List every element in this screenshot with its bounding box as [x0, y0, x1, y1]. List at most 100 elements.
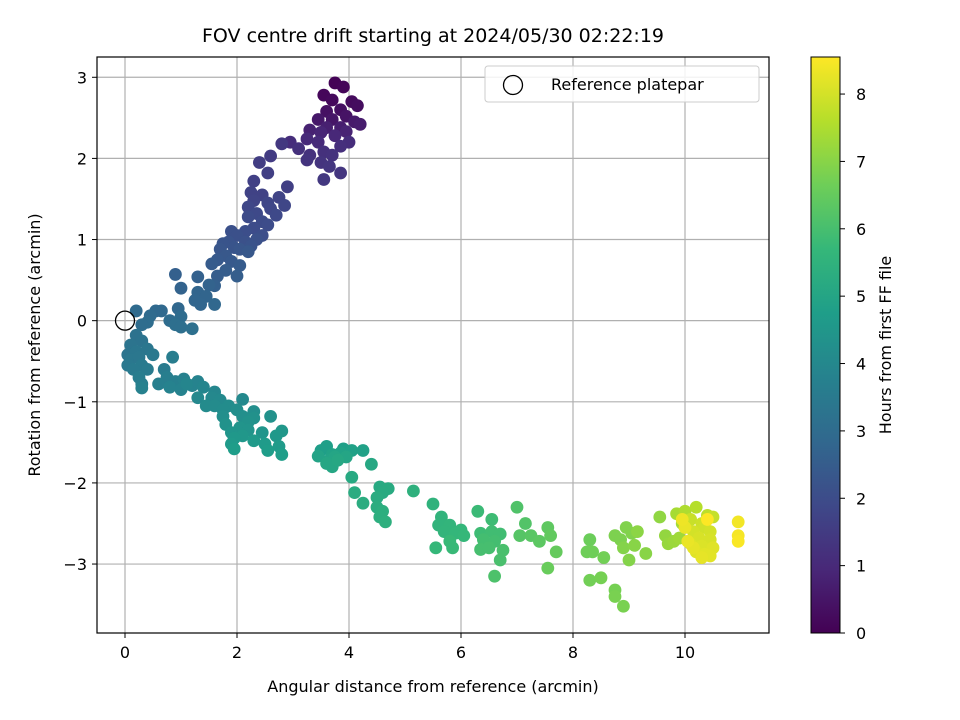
data-point [264, 149, 277, 163]
legend-box [484, 65, 760, 103]
colorbar-tick-label: 8 [856, 85, 866, 104]
data-point [617, 599, 630, 613]
data-point [586, 545, 599, 559]
reference-marker [114, 310, 136, 331]
data-point [628, 538, 641, 552]
data-point [247, 434, 261, 448]
data-point [230, 269, 244, 283]
data-point [135, 381, 149, 395]
data-point [496, 543, 510, 557]
data-point [617, 541, 630, 555]
y-tick-label: 1 [77, 231, 87, 250]
data-point [325, 148, 339, 162]
data-point [348, 486, 361, 500]
colorbar-tick-label: 0 [856, 624, 866, 643]
x-tick-label: 4 [344, 643, 354, 662]
data-point [155, 304, 168, 318]
data-point [300, 153, 314, 167]
data-point [681, 534, 695, 548]
data-point [264, 409, 277, 423]
x-tick-label: 6 [456, 643, 466, 662]
data-point [437, 525, 451, 538]
data-point [583, 573, 597, 587]
y-axis-label: Rotation from reference (arcmin) [25, 213, 44, 476]
data-point [275, 448, 289, 461]
data-point [191, 270, 205, 284]
data-point [278, 199, 291, 212]
data-point [311, 449, 325, 463]
colorbar-ticks: 0 1 2 3 4 5 6 7 8 [840, 85, 866, 643]
data-point [513, 529, 527, 543]
data-point [337, 80, 350, 94]
data-point [356, 496, 370, 510]
data-point [227, 442, 241, 456]
data-point [544, 529, 557, 543]
data-point [261, 166, 275, 180]
data-point [135, 318, 149, 332]
data-point [356, 444, 370, 457]
data-point [328, 129, 342, 143]
data-point [311, 113, 325, 126]
colorbar-tick-label: 6 [856, 220, 866, 239]
data-point [339, 125, 353, 139]
colorbar-tick-label: 4 [856, 355, 866, 374]
data-point [351, 99, 364, 113]
data-point [281, 180, 294, 194]
data-point [639, 547, 653, 560]
data-point [541, 561, 555, 575]
data-point [370, 491, 384, 504]
data-point [163, 380, 177, 394]
data-point [583, 533, 597, 547]
data-point [236, 392, 250, 406]
data-point [429, 541, 443, 555]
x-tick-label: 2 [232, 643, 242, 662]
data-point [379, 515, 392, 529]
legend-entry-reference-platepar: Reference platepar [551, 75, 704, 94]
x-tick-label: 8 [568, 643, 578, 662]
colorbar [810, 56, 841, 634]
data-point [695, 551, 709, 564]
data-point [191, 391, 205, 405]
legend-reference-marker [502, 74, 524, 96]
data-points [121, 76, 745, 613]
data-point [255, 426, 269, 440]
data-point [269, 429, 283, 443]
data-point [675, 513, 689, 526]
data-point [146, 348, 160, 362]
data-point [211, 269, 224, 283]
data-point [365, 457, 378, 471]
y-tick-label: 2 [77, 149, 87, 168]
data-point [653, 510, 667, 524]
colorbar-tick-label: 5 [856, 287, 866, 306]
data-point [174, 281, 188, 295]
data-point [169, 268, 182, 281]
colorbar-tick-label: 3 [856, 422, 866, 441]
plot-frame [96, 56, 770, 634]
data-point [166, 350, 180, 364]
data-point [345, 470, 359, 484]
chart-title: FOV centre drift starting at 2024/05/30 … [202, 25, 664, 47]
legend: Reference platepar [484, 65, 760, 103]
colorbar-label: Hours from first FF file [876, 256, 895, 435]
data-point [180, 377, 194, 391]
x-axis-label: Angular distance from reference (arcmin) [267, 677, 598, 696]
data-point [208, 298, 222, 311]
data-point [519, 517, 532, 530]
data-point [488, 569, 501, 583]
data-point [300, 132, 314, 146]
data-point [292, 142, 305, 156]
data-point [426, 497, 440, 511]
y-tick-label: −3 [63, 555, 87, 574]
data-point [233, 259, 247, 272]
data-point [407, 484, 420, 498]
data-point [331, 453, 345, 467]
data-point [471, 504, 485, 518]
data-point [510, 500, 524, 514]
data-point [194, 298, 208, 311]
data-point [457, 529, 471, 543]
data-point [185, 322, 199, 336]
data-point [261, 218, 275, 232]
data-point [482, 541, 496, 555]
data-point [608, 590, 622, 603]
